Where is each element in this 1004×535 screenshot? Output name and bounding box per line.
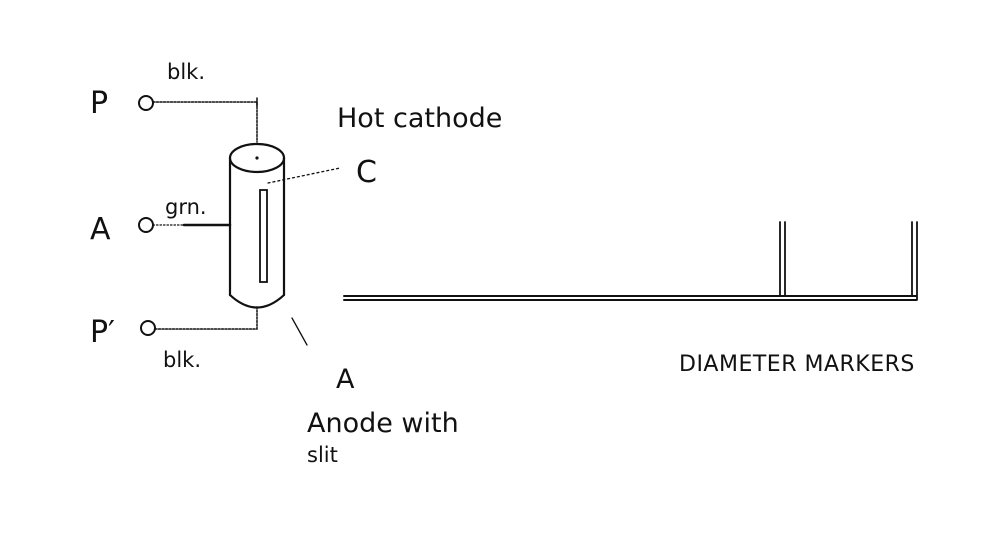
anode-description-line-1: Anode with <box>307 408 459 439</box>
top-wire-color-label: blk. <box>167 60 206 84</box>
terminal-p-prime-label: P′ <box>90 315 115 350</box>
hot-cathode-label: Hot cathode <box>337 103 503 134</box>
cylinder-bottom <box>228 293 286 309</box>
cathode-letter-label: C <box>356 155 377 190</box>
middle-wire-color-label: grn. <box>165 195 207 219</box>
anode-slit <box>259 189 268 283</box>
top-wire <box>152 101 258 143</box>
diameter-markers-label: DIAMETER MARKERS <box>679 352 915 377</box>
anode-letter-label: A <box>336 364 355 395</box>
cathode-dot <box>255 156 259 160</box>
terminal-p-label: P <box>90 86 109 121</box>
bottom-wire <box>154 306 258 330</box>
bottom-wire-color-label: blk. <box>163 348 202 372</box>
terminal-a-circle <box>138 217 154 233</box>
terminal-p-prime-circle <box>140 320 156 336</box>
anode-leader-line <box>291 317 308 346</box>
terminal-a-label: A <box>90 212 111 247</box>
terminal-p-circle <box>138 95 154 111</box>
cathode-leader-line <box>267 167 341 184</box>
anode-description-line-2: slit <box>307 443 338 467</box>
